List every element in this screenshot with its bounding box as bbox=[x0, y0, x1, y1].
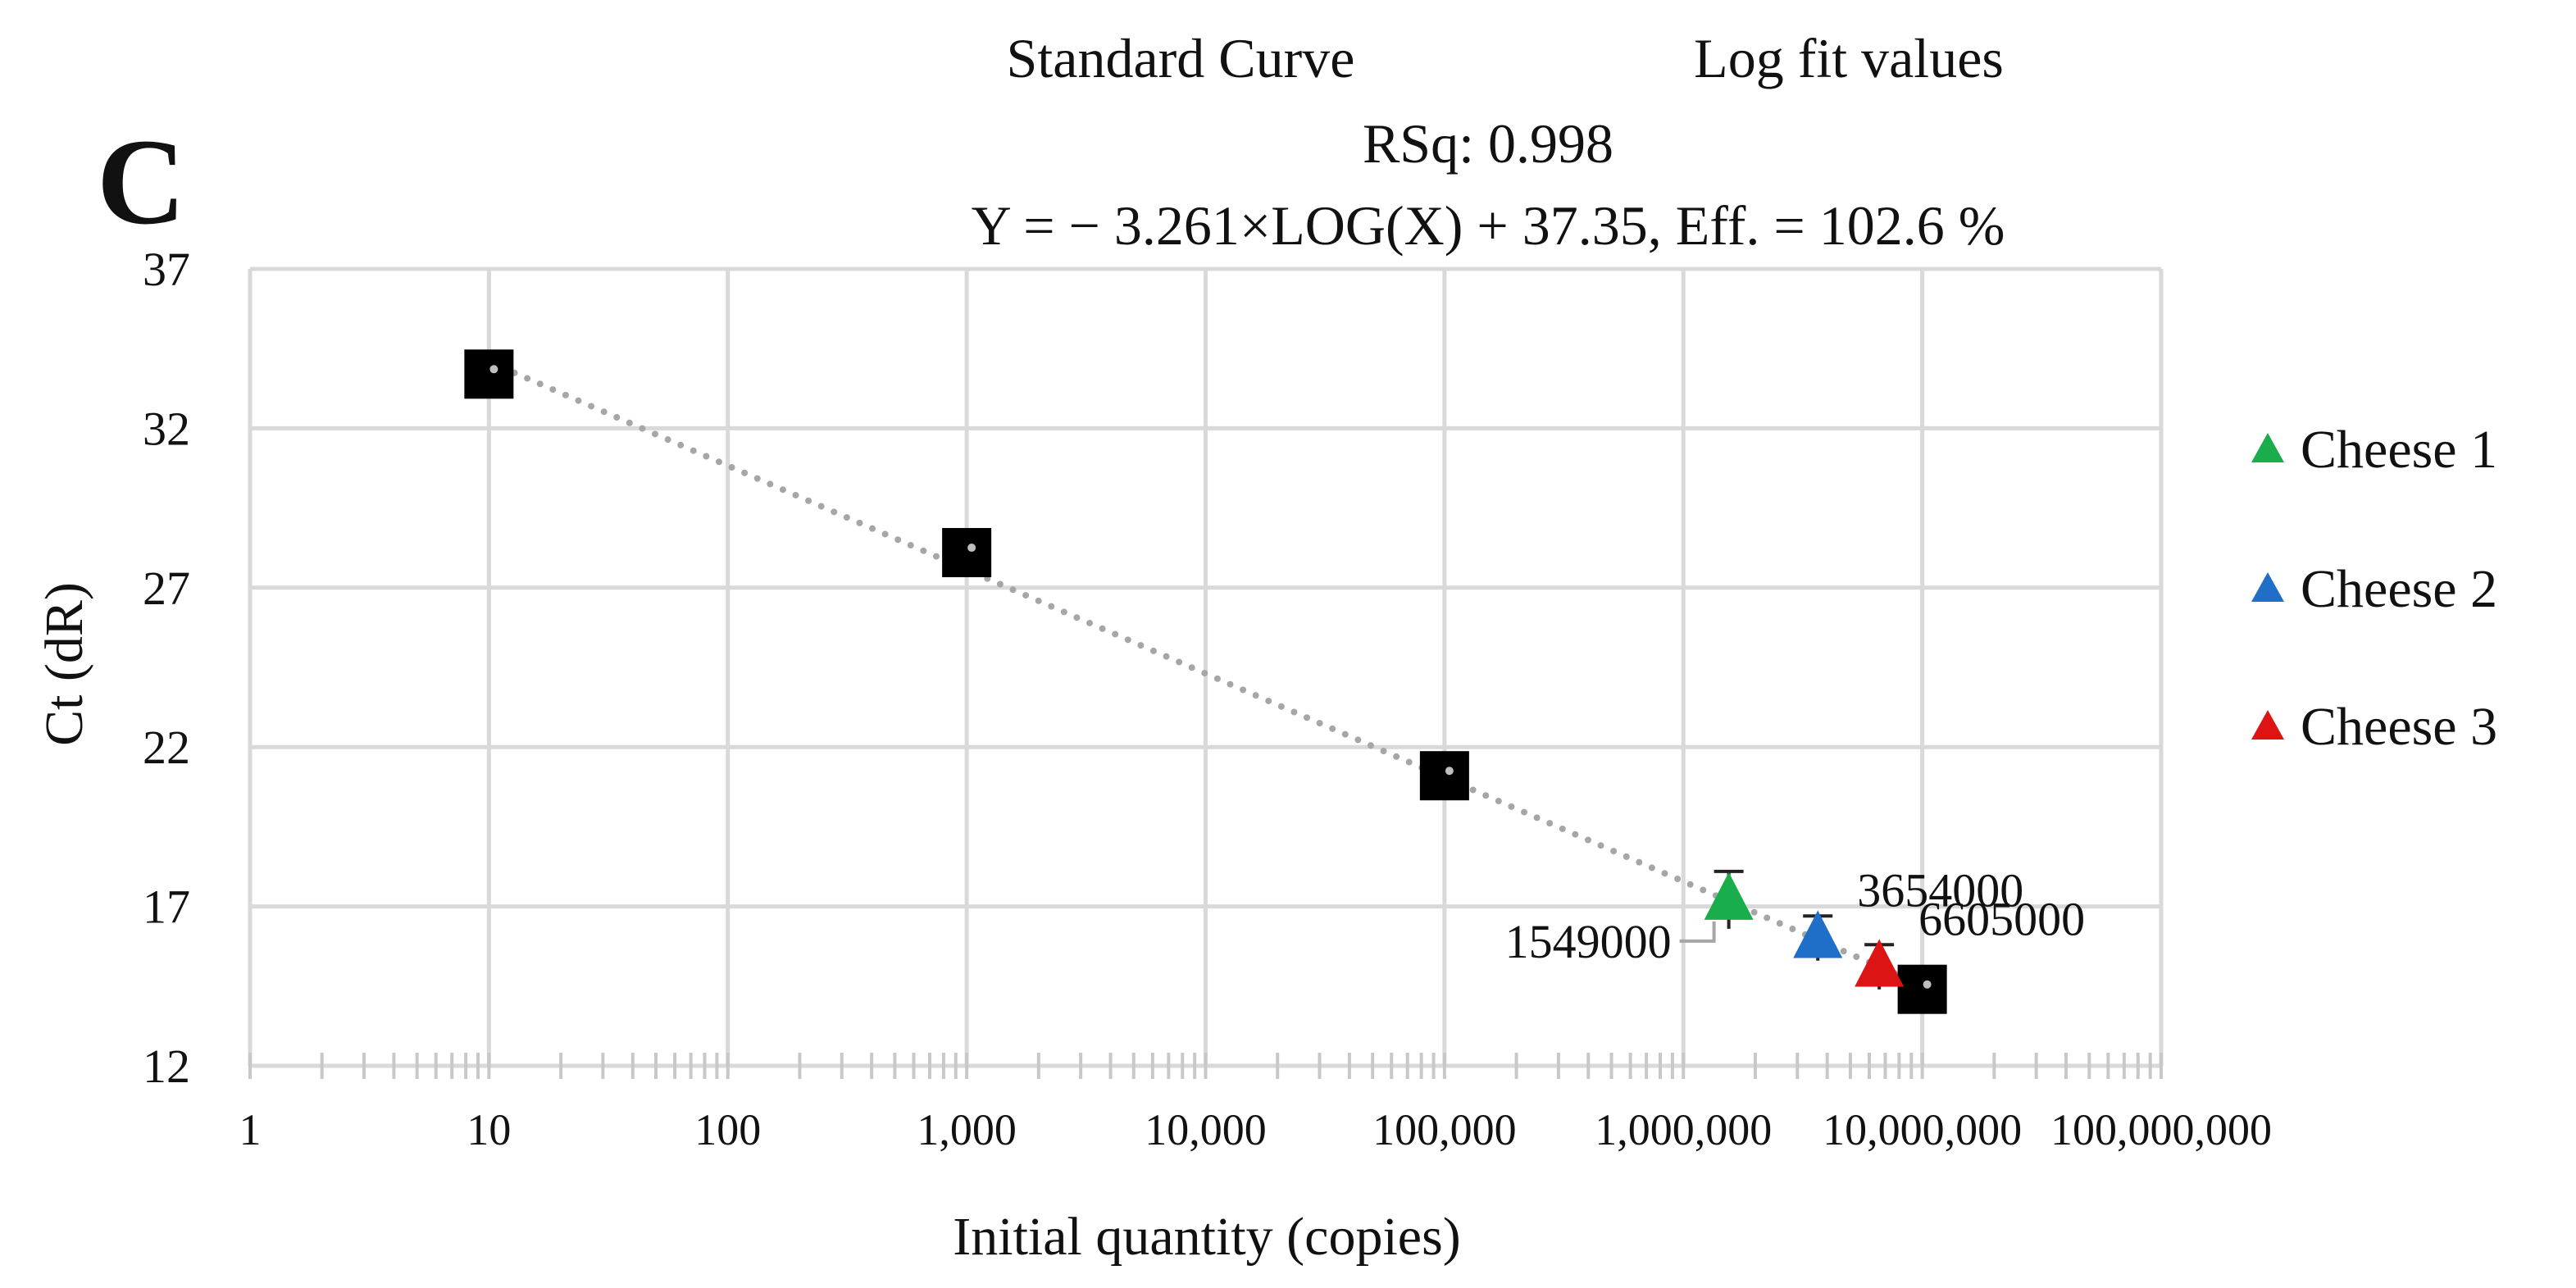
standard-fit-dot bbox=[1445, 767, 1454, 776]
standard-point bbox=[1419, 751, 1469, 801]
x-tick-label: 100,000,000 bbox=[2050, 1105, 2272, 1154]
grid-layer bbox=[248, 266, 2164, 1068]
x-tick-label: 1 bbox=[239, 1105, 262, 1154]
standard-point bbox=[942, 528, 992, 578]
standard-fit-dot bbox=[1923, 980, 1932, 989]
y-tick-label: 32 bbox=[143, 402, 190, 455]
fit-layer bbox=[485, 358, 1926, 989]
standard-fit-dot bbox=[489, 365, 498, 374]
x-tick-label: 1,000 bbox=[917, 1105, 1017, 1154]
legend-label-cheese-2: Cheese 2 bbox=[2301, 559, 2497, 619]
cheese-1-value-label: 1549000 bbox=[1505, 915, 1672, 968]
x-axis-label: Initial quantity (copies) bbox=[953, 1207, 1461, 1267]
cheese-3-point bbox=[1855, 939, 1905, 987]
y-tick-label: 12 bbox=[143, 1040, 190, 1093]
standard-point bbox=[464, 349, 514, 399]
cheese-1-label-leader bbox=[1679, 921, 1716, 943]
x-tick-label: 100,000 bbox=[1372, 1105, 1517, 1154]
legend-marker-cheese-2 bbox=[2251, 572, 2284, 602]
chart-title: Standard Curve bbox=[1007, 27, 1355, 89]
y-tick-label: 37 bbox=[143, 243, 190, 296]
axis-layer: 1 10 100 1,000 10,000 100,000 1,000,000 10,000,… bbox=[143, 243, 2272, 1154]
legend: Cheese 1 Cheese 2 Cheese 3 bbox=[2251, 420, 2497, 757]
cheese-1-point bbox=[1704, 872, 1754, 920]
legend-marker-cheese-3 bbox=[2251, 710, 2284, 740]
y-tick-label: 17 bbox=[143, 881, 190, 934]
cheese-3-value-label: 6605000 bbox=[1918, 892, 2085, 945]
standard-point bbox=[1897, 964, 1947, 1014]
x-tick-label: 10 bbox=[467, 1105, 511, 1154]
cheese-2-point bbox=[1793, 910, 1843, 958]
equation-annotation: Y = − 3.261×LOG(X) + 37.35, Eff. = 102.6… bbox=[972, 194, 2005, 257]
y-axis-label: Ct (dR) bbox=[34, 582, 94, 746]
log-fit-line bbox=[485, 358, 1926, 989]
x-tick-label: 1,000,000 bbox=[1595, 1105, 1772, 1154]
legend-label-cheese-1: Cheese 1 bbox=[2301, 420, 2497, 480]
x-tick-label: 10,000 bbox=[1145, 1105, 1267, 1154]
panel-label: C bbox=[97, 114, 185, 250]
y-tick-label: 22 bbox=[143, 721, 190, 774]
rsq-annotation: RSq: 0.998 bbox=[1363, 112, 1613, 175]
legend-label-cheese-3: Cheese 3 bbox=[2301, 697, 2497, 757]
fit-values-title: Log fit values bbox=[1694, 27, 2004, 89]
standard-fit-dot bbox=[967, 544, 976, 553]
y-tick-label: 27 bbox=[143, 562, 190, 615]
x-tick-label: 10,000,000 bbox=[1823, 1105, 2022, 1154]
cheese-2-value-label: 3654000 bbox=[1857, 863, 2023, 917]
legend-marker-cheese-1 bbox=[2251, 433, 2284, 462]
x-tick-label: 100 bbox=[694, 1105, 761, 1154]
